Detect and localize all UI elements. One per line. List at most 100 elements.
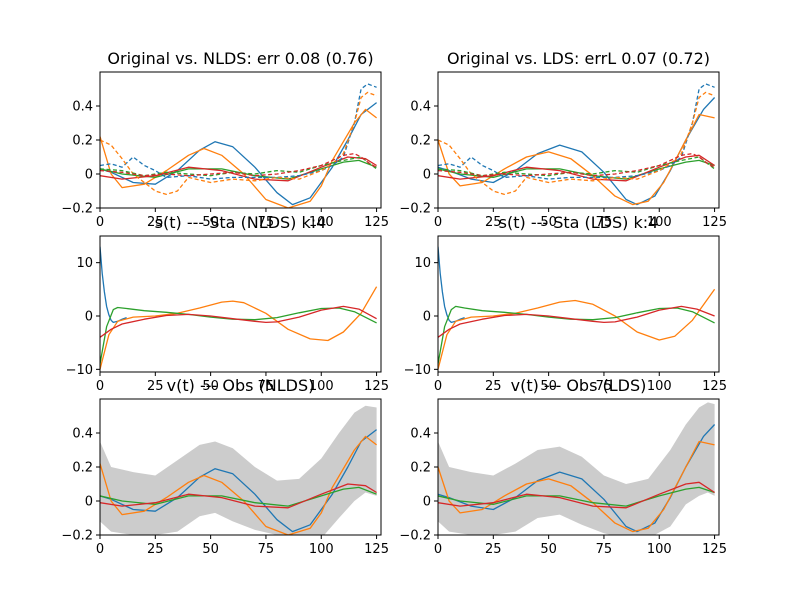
- y-tick-label: −0.2: [61, 529, 93, 544]
- series-line-4: [438, 481, 715, 509]
- axes-frame: [437, 71, 720, 209]
- series-line-4: [100, 305, 377, 338]
- series-line-1: [100, 102, 377, 206]
- x-tick-label: 25: [147, 542, 164, 557]
- series-line-3: [100, 306, 377, 365]
- x-tick-label: 100: [647, 215, 672, 230]
- x-tick-label: 50: [540, 542, 557, 557]
- chart-title: v(t) --- Obs (NLDS): [167, 376, 315, 395]
- y-tick-label: 0.2: [72, 461, 93, 476]
- x-tick-label: 0: [96, 542, 104, 557]
- chart-title: v(t) --- Obs (LDS): [511, 376, 647, 395]
- plot-area: [438, 83, 716, 206]
- x-tick-label: 125: [702, 379, 727, 394]
- axes-frame: [99, 235, 382, 373]
- x-tick-label: 125: [702, 215, 727, 230]
- x-tick-label: 75: [258, 379, 275, 394]
- y-tick-label: −0.2: [61, 202, 93, 217]
- x-tick-label: 0: [96, 379, 104, 394]
- x-tick-label: 125: [364, 379, 389, 394]
- x-tick-label: 50: [202, 215, 219, 230]
- series-line-6: [100, 91, 377, 196]
- x-tick-label: 0: [434, 542, 442, 557]
- y-tick-label: 10: [414, 256, 431, 271]
- x-tick-label: 0: [96, 215, 104, 230]
- y-tick-label: 0.2: [72, 134, 93, 149]
- y-tick-label: 0.4: [72, 100, 93, 115]
- x-tick-label: 75: [258, 215, 275, 230]
- y-tick-label: 0.4: [72, 427, 93, 442]
- series-line-1: [100, 429, 377, 533]
- plot-area: [100, 246, 378, 370]
- plot-area: [100, 83, 377, 208]
- confidence-band: [100, 405, 377, 535]
- x-tick-label: 125: [702, 542, 727, 557]
- x-tick-label: 100: [309, 379, 334, 394]
- x-tick-label: 75: [596, 542, 613, 557]
- x-tick-label: 25: [147, 379, 164, 394]
- x-tick-label: 75: [596, 215, 613, 230]
- y-tick-label: 0.4: [410, 100, 431, 115]
- y-tick-label: 0: [85, 310, 93, 325]
- y-tick-label: 10: [76, 256, 93, 271]
- y-tick-label: 0: [423, 495, 431, 510]
- y-tick-label: 0: [85, 168, 93, 183]
- x-tick-label: 75: [596, 379, 613, 394]
- x-tick-label: 125: [364, 542, 389, 557]
- series-line-6: [438, 91, 715, 196]
- plot-area: [100, 405, 377, 535]
- series-line-8: [438, 152, 715, 177]
- x-tick-label: 50: [202, 542, 219, 557]
- series-line-8: [100, 152, 377, 177]
- x-tick-label: 100: [309, 542, 334, 557]
- series-line-2: [438, 113, 715, 206]
- x-tick-label: 50: [202, 379, 219, 394]
- series-line-4: [100, 156, 377, 182]
- x-tick-label: 25: [485, 379, 502, 394]
- y-tick-label: −0.2: [399, 202, 431, 217]
- chart-title: Original vs. LDS: errL 0.07 (0.72): [447, 49, 710, 68]
- series-line-2: [438, 288, 716, 370]
- chart-panel-5: 0 25 50 75 100 125−0.200.20.4v(t) --- Obs (NL…: [61, 376, 389, 557]
- y-tick-label: 0: [85, 495, 93, 510]
- x-tick-label: 25: [485, 215, 502, 230]
- y-tick-label: −10: [404, 363, 431, 378]
- axes-frame: [99, 71, 382, 209]
- x-tick-label: 0: [434, 215, 442, 230]
- x-tick-label: 50: [540, 215, 557, 230]
- series-line-4: [438, 305, 715, 338]
- axes-frame: [437, 235, 720, 373]
- series-line-3: [438, 305, 715, 365]
- series-line-2: [100, 108, 377, 208]
- confidence-band: [438, 402, 715, 535]
- x-tick-label: 100: [309, 215, 334, 230]
- series-line-1: [438, 97, 716, 206]
- y-tick-label: −0.2: [399, 529, 431, 544]
- series-line-4: [438, 154, 715, 182]
- x-tick-label: 25: [485, 542, 502, 557]
- y-tick-label: 0: [423, 168, 431, 183]
- y-tick-label: 0: [423, 310, 431, 325]
- x-tick-label: 25: [147, 215, 164, 230]
- chart-title: Original vs. NLDS: err 0.08 (0.76): [107, 49, 373, 68]
- chart-title: s(t) --- Sta (NLDS) k:4: [155, 213, 327, 232]
- chart-title: s(t) --- Sta (LDS) k:4: [499, 213, 659, 232]
- plot-area: [438, 402, 716, 535]
- plot-area: [438, 246, 716, 370]
- chart-panel-6: 0 25 50 75 100 125−0.200.20.4v(t) --- Obs (LD…: [399, 376, 727, 557]
- y-tick-label: 0.4: [410, 427, 431, 442]
- x-tick-label: 75: [258, 542, 275, 557]
- x-tick-label: 50: [540, 379, 557, 394]
- x-tick-label: 100: [647, 542, 672, 557]
- x-tick-label: 100: [647, 379, 672, 394]
- x-tick-label: 0: [434, 379, 442, 394]
- y-tick-label: −10: [66, 363, 93, 378]
- y-tick-label: 0.2: [410, 461, 431, 476]
- x-tick-label: 125: [364, 215, 389, 230]
- series-line-2: [100, 286, 378, 370]
